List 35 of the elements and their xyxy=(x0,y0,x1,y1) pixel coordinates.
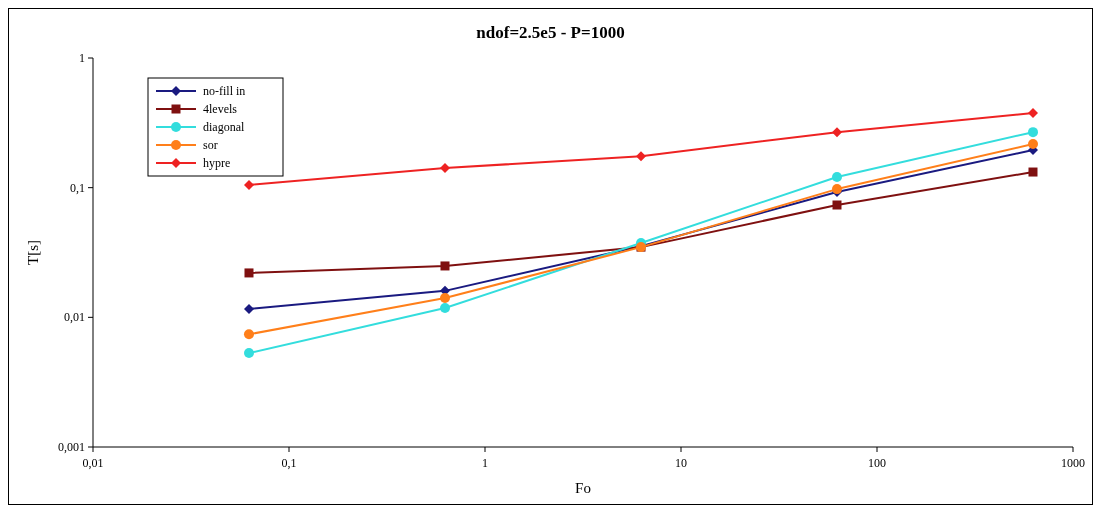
point xyxy=(1027,127,1038,138)
x-tick-label: 0,01 xyxy=(82,456,104,470)
y-tick-label: 1 xyxy=(79,51,85,65)
point xyxy=(243,348,254,359)
y-tick-label: 0,01 xyxy=(64,310,85,325)
y-tick-label: 0,1 xyxy=(70,180,85,195)
point xyxy=(832,200,842,210)
point xyxy=(439,163,450,174)
x-tick-label: 10 xyxy=(675,456,687,470)
point xyxy=(244,268,254,278)
legend-label: 4levels xyxy=(203,102,238,116)
point xyxy=(1028,167,1038,177)
point xyxy=(635,151,646,162)
point xyxy=(1027,108,1038,119)
x-tick-label: 1 xyxy=(482,456,488,470)
point xyxy=(831,127,842,138)
legend-label: diagonal xyxy=(203,120,245,134)
point xyxy=(439,303,450,314)
legend-label: hypre xyxy=(203,156,231,170)
point xyxy=(440,261,450,271)
legend-label: no-fill in xyxy=(203,84,246,98)
y-axis-title: T[s] xyxy=(25,240,41,265)
point xyxy=(243,329,254,340)
x-tick-label: 1000 xyxy=(1061,456,1085,470)
x-tick-label: 100 xyxy=(868,456,886,470)
x-axis-title: Fo xyxy=(575,480,591,496)
point xyxy=(1027,139,1038,150)
point xyxy=(243,303,254,314)
point xyxy=(831,171,842,182)
point xyxy=(243,179,254,190)
point xyxy=(439,292,450,303)
chart-title: ndof=2.5e5 - P=1000 xyxy=(476,23,625,42)
x-tick-label: 0,1 xyxy=(281,456,297,470)
y-tick-label: 0,001 xyxy=(58,440,85,454)
legend-label: sor xyxy=(203,138,218,152)
